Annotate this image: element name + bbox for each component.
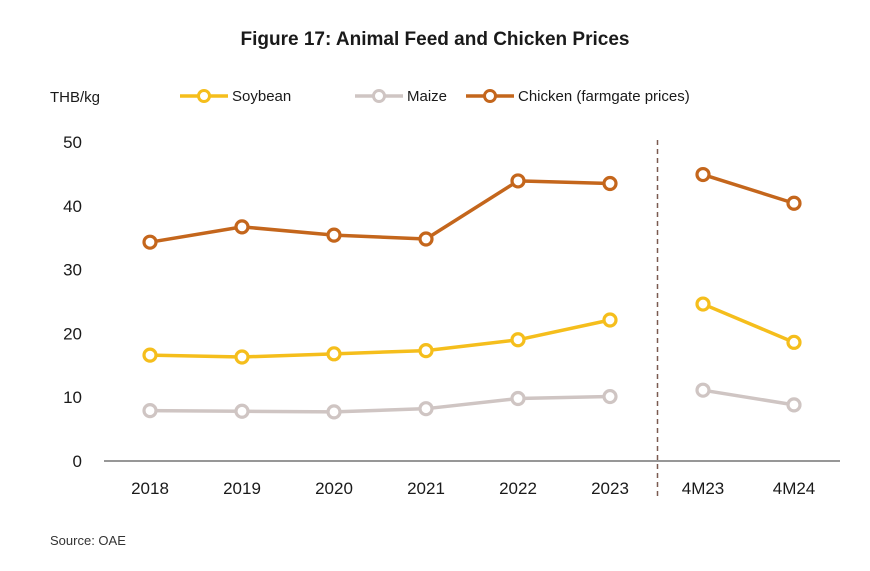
y-tick-label: 20 [63, 324, 82, 343]
data-point [510, 390, 526, 407]
legend-item: Maize [355, 88, 447, 105]
y-tick-label: 50 [63, 133, 82, 152]
y-tick-label: 30 [63, 261, 82, 280]
data-point [234, 403, 250, 419]
source-note: Source: OAE [50, 533, 126, 548]
data-point [510, 332, 526, 348]
legend-swatch-marker [372, 89, 386, 103]
data-point [142, 234, 158, 250]
x-tick-label: 2020 [315, 479, 353, 498]
y-tick-label: 10 [63, 388, 82, 407]
legend-swatch-marker [197, 89, 211, 103]
x-axis-ticks: 2018 2019 2020 2021 2022 2023 4M23 4M24 [131, 479, 815, 498]
data-point [326, 404, 342, 420]
x-tick-label: 4M23 [682, 479, 725, 498]
series-line [149, 179, 611, 244]
data-point [695, 382, 711, 398]
data-point [602, 312, 618, 328]
data-point [234, 219, 250, 235]
data-point [786, 334, 802, 350]
y-tick-label: 0 [73, 452, 82, 471]
y-tick-label: 40 [63, 197, 82, 216]
x-tick-label: 2022 [499, 479, 537, 498]
data-point [142, 347, 158, 363]
data-point [326, 227, 342, 243]
x-tick-label: 2023 [591, 479, 629, 498]
data-point [602, 175, 618, 192]
series-soybean [142, 296, 802, 365]
data-point [786, 397, 802, 413]
x-tick-label: 2021 [407, 479, 445, 498]
legend-swatch-marker [483, 89, 497, 103]
series-line [149, 394, 611, 414]
data-point [786, 195, 802, 211]
series-chicken [142, 166, 802, 250]
data-point [695, 166, 711, 183]
chart-title: Figure 17: Animal Feed and Chicken Price… [240, 29, 630, 50]
legend-label: Maize [407, 88, 447, 105]
series-line [702, 388, 795, 407]
series-layer [142, 166, 802, 420]
data-point [602, 388, 618, 405]
y-axis-ticks: 0 10 20 30 40 50 [63, 133, 82, 471]
data-point [510, 173, 526, 189]
data-point [695, 296, 711, 312]
legend-item: Soybean [180, 88, 291, 105]
series-line [702, 172, 795, 205]
data-point [418, 231, 434, 247]
series-maize [142, 382, 802, 420]
y-axis-unit-label: THB/kg [50, 89, 100, 106]
data-point [418, 343, 434, 359]
legend-label: Chicken (farmgate prices) [518, 88, 690, 105]
data-point [234, 349, 250, 365]
legend-label: Soybean [232, 88, 291, 105]
data-point [418, 401, 434, 417]
series-line [149, 318, 611, 359]
data-point [326, 346, 342, 362]
x-tick-label: 2018 [131, 479, 169, 498]
series-line [702, 302, 795, 344]
legend-item: Chicken (farmgate prices) [466, 88, 690, 105]
data-point [142, 402, 158, 419]
legend: Soybean Maize Chicken (farmgate prices) [180, 88, 690, 105]
x-tick-label: 2019 [223, 479, 261, 498]
x-tick-label: 4M24 [773, 479, 816, 498]
